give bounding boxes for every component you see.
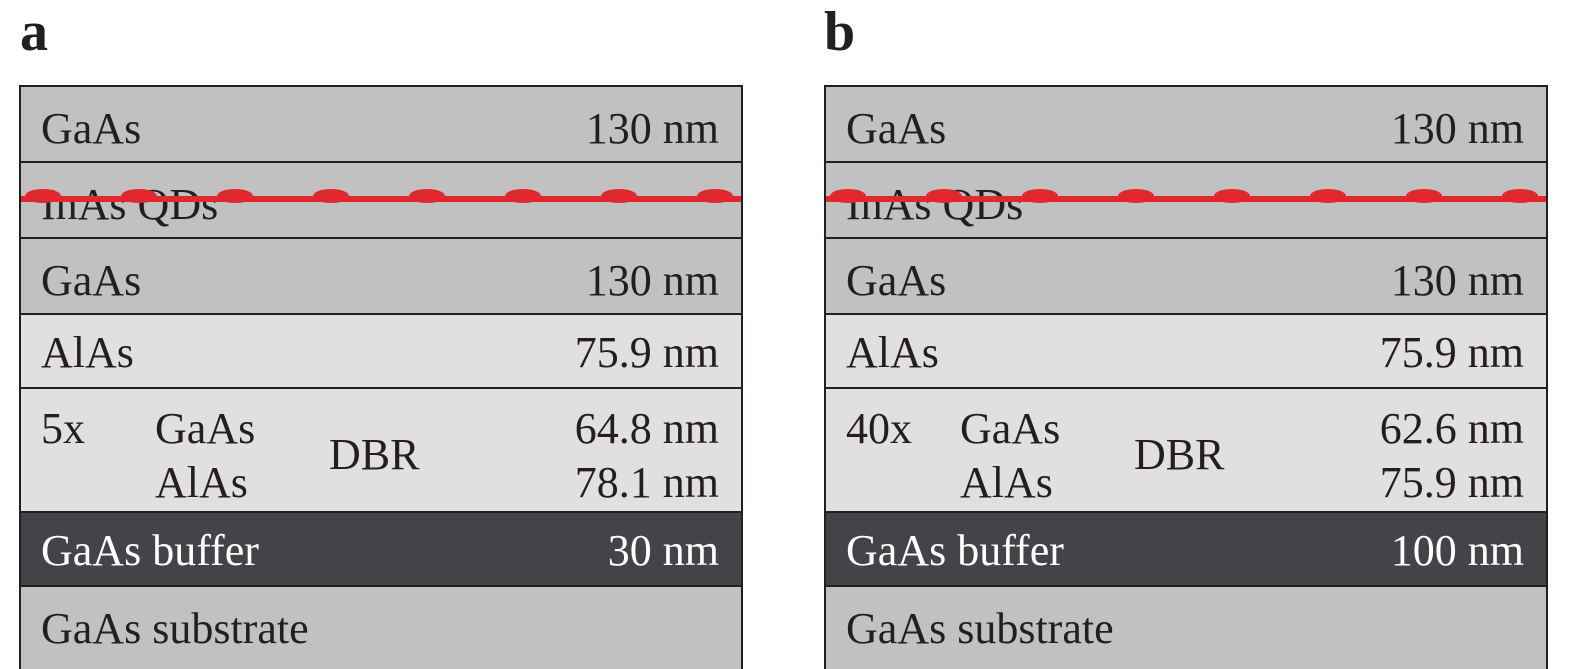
quantum-dot — [505, 189, 541, 203]
quantum-dot — [601, 189, 637, 203]
gaas-top-layer: GaAs 130 nm — [824, 85, 1548, 163]
dbr-material-1: GaAs — [155, 404, 256, 453]
quantum-dot — [1118, 189, 1154, 203]
dbr-thickness-2: 75.9 nm — [1379, 458, 1524, 507]
quantum-dot — [1406, 189, 1442, 203]
layer-material: GaAs substrate — [846, 604, 1114, 653]
layer-material: AlAs — [41, 328, 134, 377]
gaas-substrate-layer: GaAs substrate — [824, 585, 1548, 669]
quantum-dot — [1502, 189, 1538, 203]
quantum-dot — [25, 189, 61, 203]
quantum-dot — [121, 189, 157, 203]
quantum-dot — [1214, 189, 1250, 203]
layer-material: AlAs — [846, 328, 939, 377]
quantum-dot — [1022, 189, 1058, 203]
quantum-dot — [313, 189, 349, 203]
layer-thickness: 30 nm — [607, 526, 719, 575]
layer-stack-b: GaAs 130 nm InAs QDs GaAs 130 nm AlAs 75… — [824, 85, 1548, 669]
quantum-dot — [409, 189, 445, 203]
gaas-substrate-layer: GaAs substrate — [19, 585, 743, 669]
alas-layer: AlAs 75.9 nm — [19, 313, 743, 389]
layer-thickness: 130 nm — [1390, 256, 1524, 305]
gaas-spacer-layer: GaAs 130 nm — [824, 237, 1548, 315]
quantum-dot-wetting-layer — [21, 189, 741, 203]
gaas-buffer-layer: GaAs buffer 100 nm — [824, 511, 1548, 587]
dbr-label: DBR — [1134, 430, 1225, 479]
quantum-dot — [830, 189, 866, 203]
quantum-dot-wetting-layer — [826, 189, 1546, 203]
layer-thickness: 100 nm — [1390, 526, 1524, 575]
dbr-material-2: AlAs — [960, 458, 1053, 507]
dbr-repeat-count: 5x — [41, 404, 85, 453]
gaas-spacer-layer: GaAs 130 nm — [19, 237, 743, 315]
layer-material: GaAs buffer — [41, 526, 259, 575]
layer-thickness: 75.9 nm — [574, 328, 719, 377]
dbr-layer: 5x GaAs AlAs DBR 64.8 nm 78.1 nm — [19, 387, 743, 513]
dbr-thickness-1: 64.8 nm — [574, 404, 719, 453]
layer-material: GaAs — [846, 104, 947, 153]
wetting-layer-line — [21, 196, 741, 202]
layer-stack-a: GaAs 130 nm InAs QDs GaAs 130 nm AlAs 75… — [19, 85, 743, 669]
gaas-buffer-layer: GaAs buffer 30 nm — [19, 511, 743, 587]
layer-thickness: 130 nm — [585, 256, 719, 305]
dbr-thickness-2: 78.1 nm — [574, 458, 719, 507]
quantum-dot — [217, 189, 253, 203]
layer-material: GaAs substrate — [41, 604, 309, 653]
quantum-dot — [1310, 189, 1346, 203]
layer-thickness: 130 nm — [585, 104, 719, 153]
layer-thickness: 130 nm — [1390, 104, 1524, 153]
layer-thickness: 75.9 nm — [1379, 328, 1524, 377]
wetting-layer-line — [826, 196, 1546, 202]
layer-material: GaAs — [41, 256, 142, 305]
layer-material: InAs QDs — [846, 180, 1024, 229]
dbr-label: DBR — [329, 430, 420, 479]
dbr-thickness-1: 62.6 nm — [1379, 404, 1524, 453]
panel-label-b: b — [824, 1, 856, 63]
quantum-dot — [926, 189, 962, 203]
panel-label-a: a — [20, 1, 48, 63]
gaas-top-layer: GaAs 130 nm — [19, 85, 743, 163]
inas-qd-layer: InAs QDs — [19, 161, 743, 239]
dbr-material-2: AlAs — [155, 458, 248, 507]
layer-material: GaAs buffer — [846, 526, 1064, 575]
dbr-material-1: GaAs — [960, 404, 1061, 453]
inas-qd-layer: InAs QDs — [824, 161, 1548, 239]
layer-material: GaAs — [41, 104, 142, 153]
alas-layer: AlAs 75.9 nm — [824, 313, 1548, 389]
layer-material: GaAs — [846, 256, 947, 305]
layer-material: InAs QDs — [41, 180, 219, 229]
dbr-repeat-count: 40x — [846, 404, 912, 453]
dbr-layer: 40x GaAs AlAs DBR 62.6 nm 75.9 nm — [824, 387, 1548, 513]
quantum-dot — [697, 189, 733, 203]
